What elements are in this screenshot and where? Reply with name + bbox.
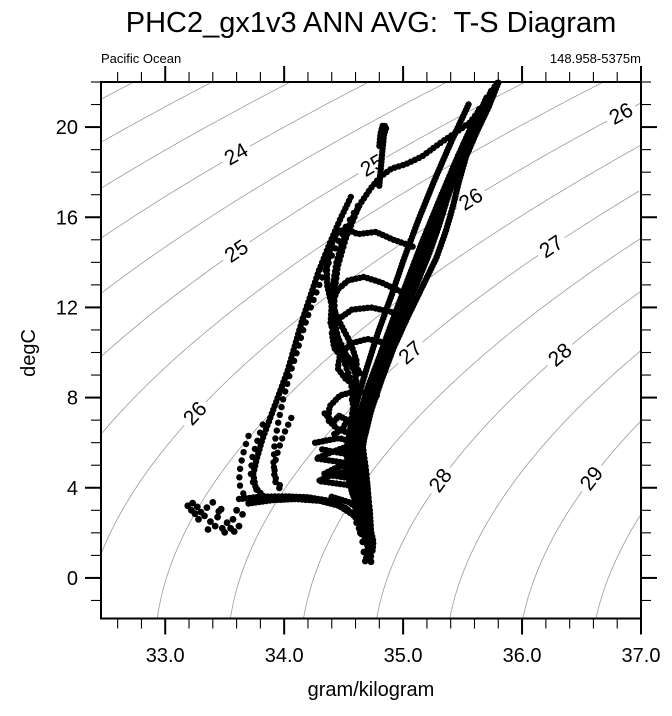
y-tick-label: 4 [67,478,78,500]
contour-label: 26 [601,96,640,130]
contour-line-23 [101,82,211,143]
contour-label: 29 [573,458,610,498]
contour-label: 25 [217,232,256,269]
scatter-points [184,79,502,566]
contour-label: 28 [540,335,579,373]
profile-west-chain-sep1 [236,432,254,502]
contour-line-29 [522,420,641,619]
svg-text:28: 28 [544,339,577,372]
y-tick-label: 12 [56,297,78,319]
y-tick-label: 20 [56,117,78,139]
x-tick-label: 36.0 [503,645,542,667]
contour-label: 27 [531,228,571,264]
profile-west-chain-sep3 [270,414,295,492]
contour-line-26 [101,102,641,556]
region-label: Pacific Ocean [101,51,182,66]
page-title: PHC2_gx1v3 ANN AVG: T-S Diagram [125,7,617,39]
contour-line-25.5 [101,82,602,435]
cluster-subpolar-surface-cluster [184,499,246,536]
axis-ticks [85,66,657,635]
profile-heart-7C [321,410,350,438]
tick-labels: 33.0 34.0 35.0 36.0 37.0 0 4 8 12 16 20 [56,117,661,667]
x-axis-title: gram/kilogram [307,679,435,701]
x-tick-label: 35.0 [384,645,423,667]
cluster-deep-tail [349,509,376,566]
contour-line-22.5 [101,82,133,100]
contour-line-26.5 [156,144,641,619]
contour-line-25 [101,82,524,358]
contour-label: 28 [422,460,458,500]
y-tick-label: 8 [67,388,78,410]
contour-label: 25 [352,147,392,183]
contour-line-27.5 [303,237,641,619]
contour-line-24.5 [101,82,446,294]
y-tick-label: 16 [56,207,78,229]
profile-surface-spur [376,122,390,189]
plot-frame [100,81,642,620]
x-tick-label: 33.0 [146,645,185,667]
contour-label: 24 [216,136,255,171]
depth-range-label: 148.958-5375m [549,51,641,66]
y-tick-label: 0 [67,568,78,590]
contour-line-23.5 [101,82,289,189]
contour-line-29.5 [595,513,641,619]
x-tick-label: 37.0 [622,645,661,667]
x-tick-label: 34.0 [265,645,304,667]
contour-line-28.5 [449,350,641,619]
